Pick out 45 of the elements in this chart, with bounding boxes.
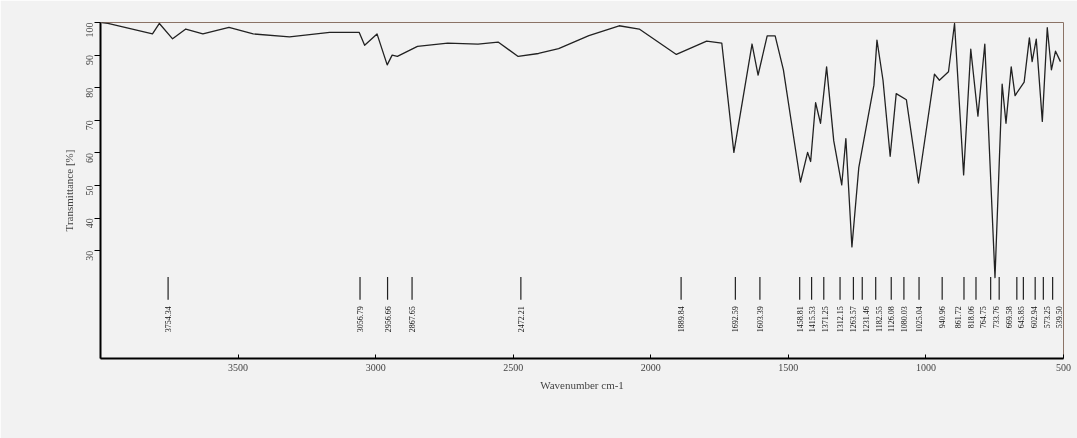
ref-line-label: 2956.66 bbox=[383, 306, 393, 333]
ref-line-label: 1080.03 bbox=[900, 306, 910, 333]
y-tick-label: 40 bbox=[84, 218, 95, 229]
ref-line-label: 861.72 bbox=[954, 306, 964, 329]
y-tick-label: 70 bbox=[84, 120, 95, 131]
ref-line-label: 1415.53 bbox=[808, 306, 818, 333]
x-tick-label: 3500 bbox=[228, 361, 249, 373]
ref-line-label: 1025.04 bbox=[915, 306, 925, 333]
y-tick-label: 80 bbox=[84, 87, 95, 98]
y-tick-label: 90 bbox=[84, 55, 95, 66]
ref-line-label: 1263.57 bbox=[849, 306, 859, 333]
y-tick-label: 50 bbox=[84, 185, 95, 196]
ref-line-label: 645.85 bbox=[1017, 306, 1027, 329]
ref-line-label: 2472.21 bbox=[516, 306, 526, 333]
ref-line-label: 1889.84 bbox=[677, 306, 687, 333]
ref-line-label: 1692.59 bbox=[731, 306, 741, 333]
ref-line-label: 539.50 bbox=[1055, 306, 1065, 329]
ref-line-label: 602.94 bbox=[1030, 306, 1040, 329]
x-tick-label: 2500 bbox=[503, 361, 524, 373]
ref-line-label: 1603.39 bbox=[755, 306, 765, 333]
ref-line-label: 1458.81 bbox=[795, 306, 805, 333]
ref-line-label: 1312.15 bbox=[836, 306, 846, 333]
x-axis-title: Wavenumber cm-1 bbox=[540, 378, 624, 391]
ref-line-label: 669.58 bbox=[1004, 306, 1014, 329]
ref-line-label: 3056.79 bbox=[356, 306, 366, 333]
ref-line-label: 573.25 bbox=[1042, 306, 1052, 329]
ref-line-label: 3754.34 bbox=[164, 306, 174, 333]
ref-line-label: 940.96 bbox=[938, 306, 948, 329]
ref-line-label: 764.75 bbox=[979, 306, 989, 329]
y-tick-label: 100 bbox=[84, 22, 95, 38]
ref-line-label: 2867.65 bbox=[408, 306, 418, 333]
ref-line-label: 1371.25 bbox=[821, 306, 830, 333]
ref-line-label: 1182.55 bbox=[874, 306, 884, 333]
ref-line-label: 1126.08 bbox=[887, 306, 897, 333]
ref-line-label: 733.76 bbox=[992, 306, 1002, 329]
x-tick-label: 3000 bbox=[365, 361, 386, 373]
x-tick-label: 500 bbox=[1056, 361, 1071, 373]
y-axis-title: Transmittance [%] bbox=[62, 149, 75, 232]
ref-line-label: 1231.46 bbox=[862, 306, 872, 333]
x-tick-label: 2000 bbox=[640, 361, 661, 373]
y-tick-label: 30 bbox=[84, 250, 95, 261]
x-tick-label: 1500 bbox=[778, 361, 799, 373]
ref-line-label: 818.06 bbox=[966, 306, 976, 329]
y-tick-label: 60 bbox=[84, 152, 95, 163]
x-tick-label: 1000 bbox=[915, 361, 936, 373]
